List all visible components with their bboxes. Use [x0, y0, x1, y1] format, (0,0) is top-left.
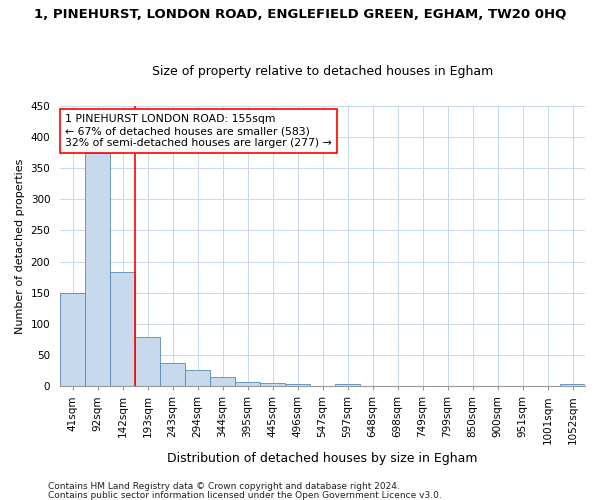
Bar [560, 384, 585, 386]
Bar [335, 384, 360, 386]
Bar [85, 152, 110, 386]
Bar [210, 378, 235, 386]
Bar [60, 292, 85, 386]
Text: 1, PINEHURST, LONDON ROAD, ENGLEFIELD GREEN, EGHAM, TW20 0HQ: 1, PINEHURST, LONDON ROAD, ENGLEFIELD GR… [34, 8, 566, 20]
Bar [285, 384, 310, 386]
X-axis label: Distribution of detached houses by size in Egham: Distribution of detached houses by size … [167, 452, 478, 465]
Text: Contains HM Land Registry data © Crown copyright and database right 2024.: Contains HM Land Registry data © Crown c… [48, 482, 400, 491]
Bar [160, 363, 185, 386]
Bar [185, 370, 210, 386]
Text: Contains public sector information licensed under the Open Government Licence v3: Contains public sector information licen… [48, 490, 442, 500]
Bar [260, 383, 285, 386]
Text: 1 PINEHURST LONDON ROAD: 155sqm
← 67% of detached houses are smaller (583)
32% o: 1 PINEHURST LONDON ROAD: 155sqm ← 67% of… [65, 114, 332, 148]
Title: Size of property relative to detached houses in Egham: Size of property relative to detached ho… [152, 66, 493, 78]
Bar [135, 338, 160, 386]
Bar [235, 382, 260, 386]
Bar [110, 272, 135, 386]
Y-axis label: Number of detached properties: Number of detached properties [15, 158, 25, 334]
